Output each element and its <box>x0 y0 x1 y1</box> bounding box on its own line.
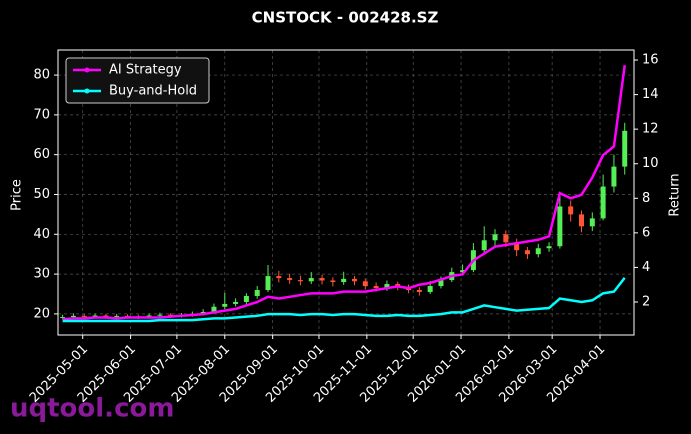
chart-title: CNSTOCK - 002428.SZ <box>252 9 439 27</box>
y2-axis-label: Return <box>668 173 683 216</box>
candle-body <box>373 286 379 289</box>
candle-body <box>416 290 422 293</box>
candle-body <box>92 315 98 317</box>
legend-label: Buy-and-Hold <box>109 84 197 99</box>
candle-body <box>146 315 152 318</box>
legend-box <box>65 57 210 104</box>
candle-body <box>243 295 249 302</box>
y2-tick-label: 12 <box>642 122 659 137</box>
candle-body <box>568 206 574 215</box>
y2-tick-label: 4 <box>642 260 650 275</box>
legend-marker <box>84 88 90 94</box>
candle-body <box>578 214 584 227</box>
candle-body <box>535 248 541 255</box>
candle-body <box>265 276 271 291</box>
candle-body <box>70 315 76 318</box>
candle-body <box>157 314 163 316</box>
y-axis-label: Price <box>10 179 25 211</box>
y2-tick-label: 16 <box>642 53 659 68</box>
candle-body <box>492 234 498 241</box>
y-tick-label: 30 <box>33 267 50 282</box>
candle-body <box>514 242 520 251</box>
plot-frame <box>57 49 635 336</box>
y2-tick-label: 10 <box>642 156 659 171</box>
y-tick-label: 40 <box>33 227 50 242</box>
y2-tick-label: 6 <box>642 225 650 240</box>
candle-body <box>600 186 606 219</box>
candle-body <box>222 303 228 307</box>
candle-body <box>503 234 509 243</box>
candle-body <box>438 280 444 287</box>
candle-body <box>114 315 120 317</box>
line-series <box>62 277 626 323</box>
watermark: uqtool.com <box>10 394 174 424</box>
y-tick-label: 80 <box>33 68 50 83</box>
candle-body <box>276 276 282 279</box>
y-tick-label: 60 <box>33 147 50 162</box>
candle-body <box>427 286 433 293</box>
candle-body <box>481 240 487 251</box>
candle-body <box>622 130 628 167</box>
y2-tick-label: 2 <box>642 294 650 309</box>
candle-body <box>233 301 239 304</box>
candle-body <box>557 206 563 247</box>
y2-tick-label: 8 <box>642 191 650 206</box>
legend-marker <box>84 67 90 73</box>
candle-body <box>287 278 293 281</box>
candle-body <box>81 315 87 317</box>
candle-body <box>524 250 530 255</box>
y-tick-label: 50 <box>33 187 50 202</box>
candle-body <box>546 246 552 249</box>
candle-body <box>308 278 314 282</box>
candle-body <box>611 166 617 187</box>
y-tick-label: 20 <box>33 306 50 321</box>
y-tick-label: 70 <box>33 107 50 122</box>
candle-body <box>168 314 174 316</box>
line-series <box>62 65 626 321</box>
candle-body <box>254 290 260 296</box>
candle-body <box>60 317 66 319</box>
candle-body <box>103 315 109 317</box>
candle-body <box>384 284 390 289</box>
candle-body <box>589 218 595 227</box>
candle-body <box>211 306 217 312</box>
candle-body <box>297 280 303 282</box>
candle-body <box>351 278 357 282</box>
candle-body <box>362 281 368 287</box>
candle-body <box>319 278 325 281</box>
candle-body <box>460 270 466 273</box>
legend-label: AI Strategy <box>109 63 182 78</box>
y2-tick-label: 14 <box>642 87 659 102</box>
candle-body <box>341 278 347 283</box>
candle-body <box>330 280 336 283</box>
